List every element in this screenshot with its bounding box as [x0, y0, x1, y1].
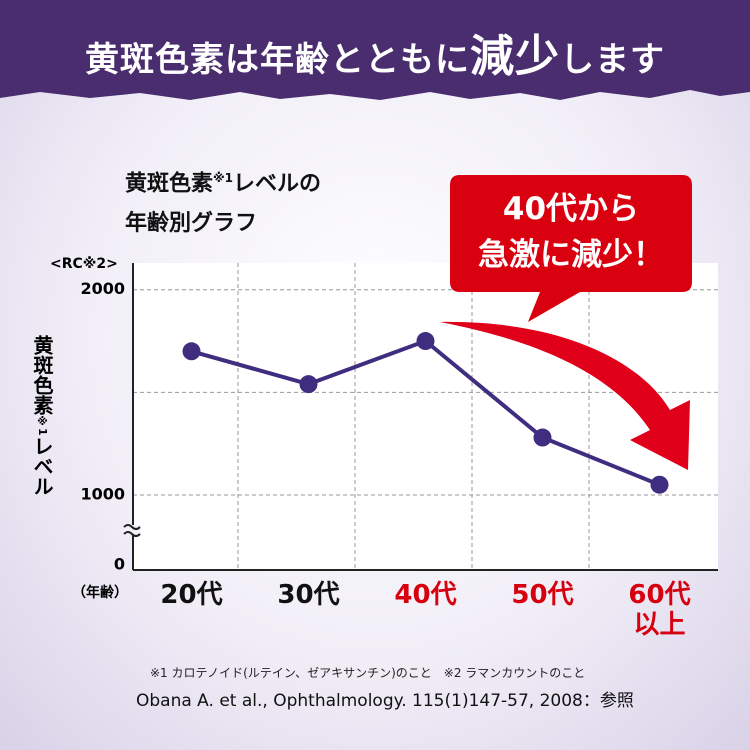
x-tick-label: 40代: [394, 580, 457, 610]
footnote: ※1 カロテノイド(ルテイン、ゼアキサンチン)のこと ※2 ラマンカウントのこと: [150, 666, 586, 680]
header-title: 黄斑色素は年齢とともに減少します: [0, 20, 750, 84]
y-label-text: レベル: [30, 435, 54, 496]
chart-title-note: ※1: [213, 171, 234, 185]
data-point: [299, 375, 318, 394]
title-text: します: [560, 40, 665, 80]
reference: Obana A. et al., Ophthalmology. 115(1)14…: [136, 691, 634, 711]
y-unit: <RC※2>: [50, 256, 118, 272]
data-point: [650, 475, 669, 494]
title-text: 黄斑色素は年齢とともに: [85, 40, 470, 80]
header-band: [0, 0, 750, 100]
trend-arrow: [440, 321, 690, 470]
x-tick-label: 50代: [511, 580, 574, 610]
chart-title: 黄斑色素※1レベルの年齢別グラフ: [125, 158, 321, 244]
y-tick-label: 2000: [80, 279, 125, 298]
axis-break-gap: [125, 525, 141, 535]
axis-break: [123, 524, 141, 537]
x-unit: （年齢）: [72, 585, 128, 601]
x-tick-label: 30代: [277, 580, 340, 610]
y-tick-label: 1000: [80, 485, 125, 504]
y-label-note: ※1: [36, 415, 49, 436]
data-point: [182, 342, 201, 361]
plot-area: [133, 263, 718, 570]
y-label-text: 黄斑色素: [30, 335, 54, 415]
chart-title-text: レベルの: [233, 171, 322, 197]
y-tick-label: 0: [114, 555, 125, 574]
y-label: 黄斑色素※1レベル: [30, 335, 54, 496]
chart-title-text: 黄斑色素: [125, 171, 214, 197]
data-point: [416, 332, 435, 351]
chart-title-text: 年齢別グラフ: [125, 211, 258, 237]
x-tick-label: 60代 以上: [628, 580, 691, 640]
x-tick-label: 20代: [160, 580, 223, 610]
data-point: [533, 428, 552, 447]
callout-text: 40代から 急激に減少！: [478, 191, 664, 273]
title-emphasis: 減少: [470, 31, 560, 82]
callout-box: [450, 175, 692, 322]
